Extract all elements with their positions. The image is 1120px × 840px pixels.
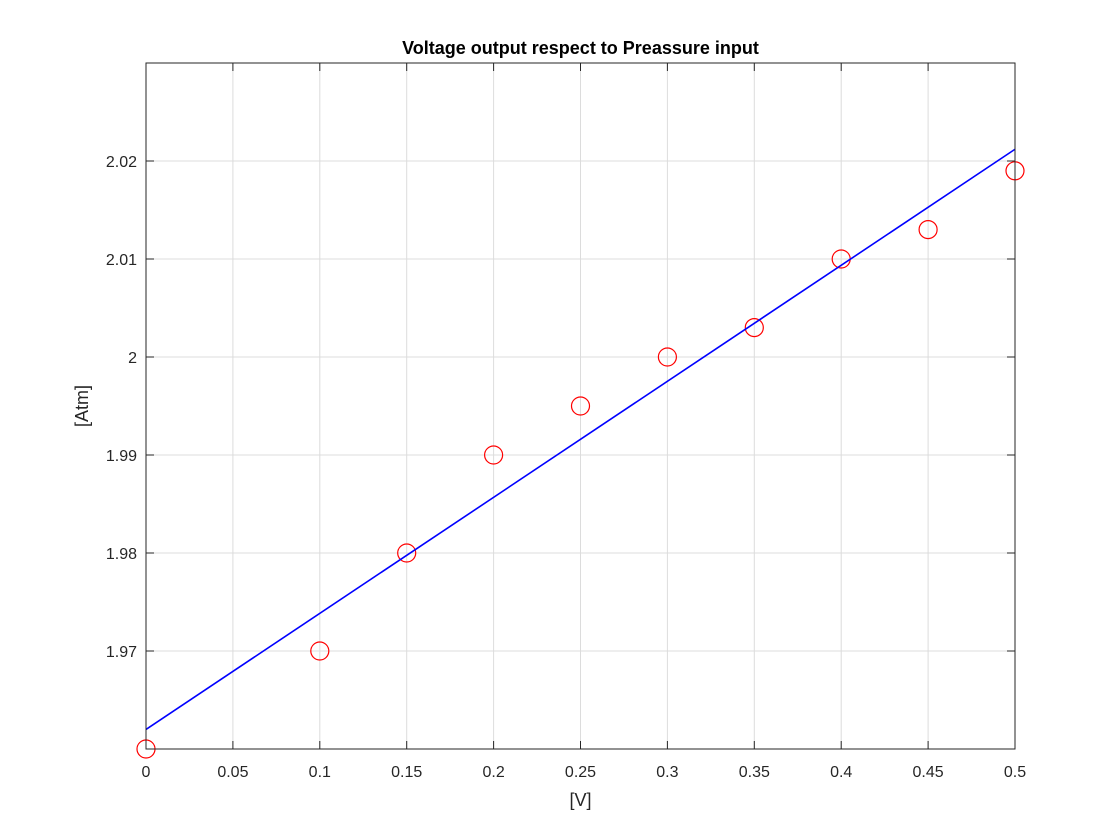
data-point [310,641,330,661]
x-tick-label: 0.45 [913,764,944,781]
plot-area: 0 0.05 0.1 0.15 0.2 0.25 0.3 0.35 0.4 0.45 0.5 1.97… [106,62,1026,781]
chart-title: Voltage output respect to Preassure inpu… [402,38,759,58]
grid [145,63,1016,749]
x-tick-label: 0.1 [309,764,331,781]
y-tick-label: 1.98 [106,546,137,563]
data-point [484,445,504,465]
x-tick-label: 0.3 [656,764,678,781]
x-tick-label: 0.5 [1004,764,1026,781]
x-axis-label: [V] [569,790,591,810]
y-tick-label: 1.97 [106,644,137,661]
data-point [918,220,938,240]
data-point [657,347,678,367]
data-point [570,396,591,416]
x-tick-label: 0.25 [565,764,596,781]
x-tick-label: 0.15 [391,764,422,781]
x-tick-label: 0.05 [217,764,248,781]
data-point [744,318,764,338]
x-tick-label: 0.4 [830,764,852,781]
y-tick-label: 2.02 [106,154,137,171]
x-tick-label: 0 [142,764,151,781]
x-tick-label: 0.2 [482,764,504,781]
y-tick-label: 1.99 [106,448,137,465]
fit-line [145,148,1016,731]
y-tick-label: 2.01 [106,252,137,269]
series-layer [136,148,1025,759]
y-axis-label: [Atm] [72,385,92,427]
y-tick-label: 2 [128,350,137,367]
ticks: 0 0.05 0.1 0.15 0.2 0.25 0.3 0.35 0.4 0.45 0.5 1.97… [106,63,1026,781]
data-point [397,543,417,563]
x-tick-label: 0.35 [739,764,770,781]
